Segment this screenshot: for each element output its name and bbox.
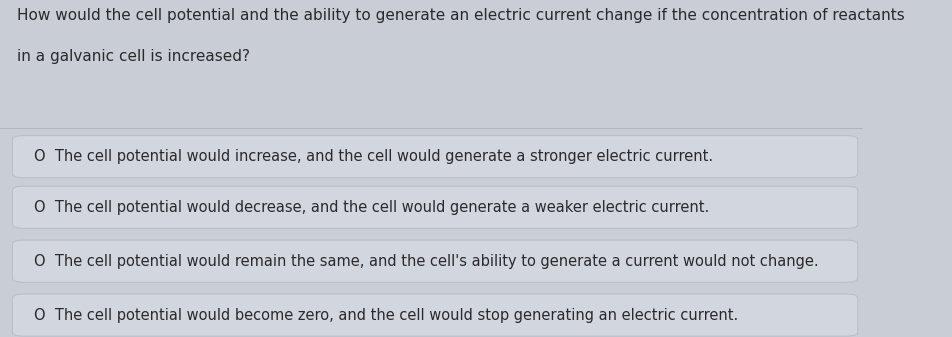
Text: How would the cell potential and the ability to generate an electric current cha: How would the cell potential and the abi… <box>17 8 904 24</box>
Text: O  The cell potential would increase, and the cell would generate a stronger ele: O The cell potential would increase, and… <box>34 149 713 164</box>
Text: in a galvanic cell is increased?: in a galvanic cell is increased? <box>17 49 249 64</box>
FancyBboxPatch shape <box>12 135 857 178</box>
Text: O  The cell potential would become zero, and the cell would stop generating an e: O The cell potential would become zero, … <box>34 308 738 323</box>
FancyBboxPatch shape <box>12 186 857 228</box>
FancyBboxPatch shape <box>12 294 857 336</box>
Text: O  The cell potential would decrease, and the cell would generate a weaker elect: O The cell potential would decrease, and… <box>34 200 709 215</box>
Text: O  The cell potential would remain the same, and the cell's ability to generate : O The cell potential would remain the sa… <box>34 254 818 269</box>
FancyBboxPatch shape <box>12 240 857 282</box>
